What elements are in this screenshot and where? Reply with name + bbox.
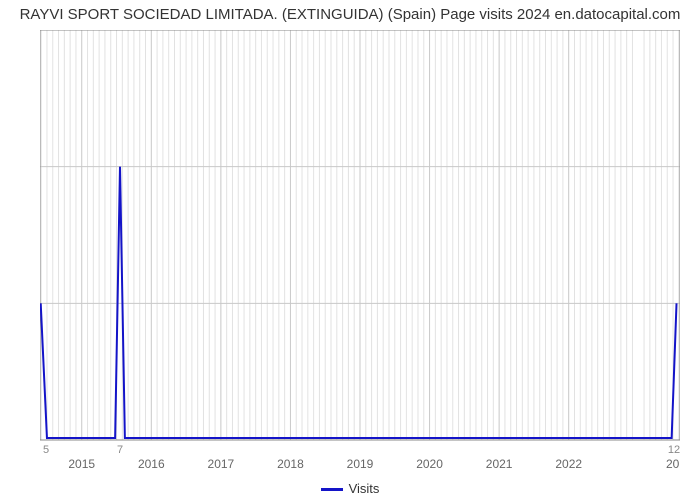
svg-text:2018: 2018 bbox=[277, 457, 304, 470]
svg-text:7: 7 bbox=[117, 444, 123, 456]
svg-text:2022: 2022 bbox=[555, 457, 582, 470]
svg-text:2017: 2017 bbox=[208, 457, 235, 470]
chart-plot: 0123 20152016201720182019202020212022202… bbox=[40, 30, 680, 470]
svg-text:2019: 2019 bbox=[347, 457, 374, 470]
svg-text:202: 202 bbox=[666, 457, 680, 470]
svg-text:2016: 2016 bbox=[138, 457, 165, 470]
legend-label: Visits bbox=[349, 481, 380, 496]
chart-title: RAYVI SPORT SOCIEDAD LIMITADA. (EXTINGUI… bbox=[0, 6, 700, 23]
svg-text:12: 12 bbox=[668, 444, 680, 456]
legend-swatch bbox=[321, 488, 343, 491]
svg-text:2020: 2020 bbox=[416, 457, 443, 470]
svg-text:2021: 2021 bbox=[486, 457, 513, 470]
legend: Visits bbox=[0, 481, 700, 496]
svg-text:5: 5 bbox=[43, 444, 49, 456]
svg-text:2015: 2015 bbox=[68, 457, 95, 470]
